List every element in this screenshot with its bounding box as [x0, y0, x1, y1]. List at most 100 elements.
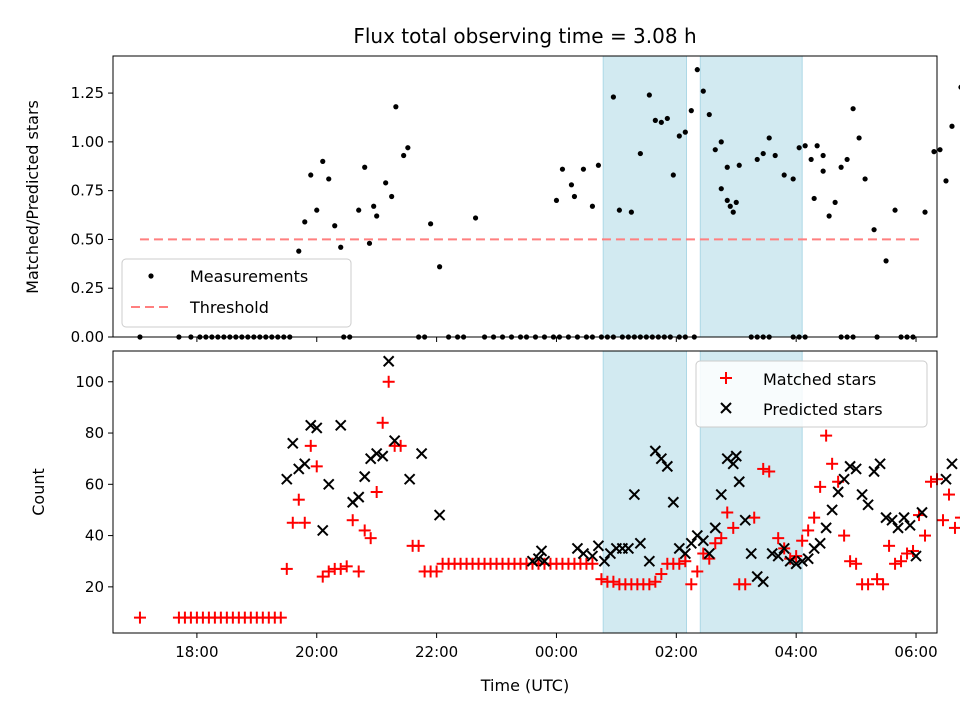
- measurement-point: [610, 94, 616, 100]
- measurement-point: [676, 133, 682, 139]
- matched-point: [673, 557, 686, 570]
- matched-point: [304, 439, 317, 452]
- measurement-point: [405, 145, 411, 151]
- predicted-point: [643, 555, 656, 567]
- top-ytick-label: 0.25: [71, 279, 104, 297]
- predicted-point: [287, 437, 299, 449]
- matched-point: [814, 480, 827, 493]
- matched-point: [643, 578, 656, 591]
- predicted-point: [892, 522, 904, 534]
- matched-point: [763, 465, 776, 478]
- matched-point: [889, 557, 902, 570]
- measurement-point: [844, 156, 850, 163]
- predicted-point: [532, 552, 545, 565]
- matched-point: [346, 514, 359, 527]
- predicted-point: [745, 547, 757, 560]
- top-ytick-label: 1.00: [71, 133, 104, 151]
- bottom-ytick-label: 40: [85, 527, 104, 545]
- matched-point: [280, 562, 293, 575]
- predicted-point: [352, 491, 365, 503]
- measurement-point: [332, 223, 338, 229]
- matched-point: [679, 555, 692, 568]
- bottom-y-axis-label: Count: [29, 468, 48, 516]
- matched-point: [844, 555, 857, 568]
- matched-point: [784, 552, 797, 565]
- matched-point: [430, 565, 443, 578]
- matched-point: [826, 457, 839, 470]
- legend-predicted-marker: [720, 402, 732, 414]
- predicted-point: [281, 473, 293, 485]
- matched-point: [942, 488, 955, 501]
- measurement-point: [850, 106, 856, 112]
- matched-point: [721, 506, 734, 519]
- predicted-point: [709, 522, 721, 534]
- bottom-panel-frame: [112, 350, 938, 634]
- measurement-point: [862, 176, 868, 182]
- measurement-point: [652, 117, 658, 123]
- predicted-point: [376, 450, 389, 462]
- measurement-point: [814, 143, 820, 149]
- measurement-point: [437, 264, 443, 270]
- matched-point: [919, 529, 932, 542]
- measurement-point: [718, 186, 724, 192]
- measurement-point: [362, 164, 368, 170]
- matched-point: [796, 534, 809, 547]
- predicted-point: [403, 473, 416, 485]
- top-legend-box: [121, 258, 352, 328]
- matched-point: [877, 578, 890, 591]
- measurement-point: [682, 129, 688, 135]
- measurement-point: [568, 182, 575, 188]
- measurement-point: [338, 244, 344, 250]
- matched-point: [954, 511, 960, 524]
- matched-point: [838, 529, 851, 542]
- measurement-point: [838, 164, 844, 170]
- matched-point: [316, 570, 329, 583]
- matched-point: [322, 565, 335, 578]
- measurement-point: [937, 147, 943, 153]
- measurement-point: [754, 156, 760, 163]
- measurement-point: [727, 203, 733, 209]
- bottom-ytick-label: 80: [85, 424, 104, 442]
- matched-point: [292, 493, 305, 506]
- top-ytick-label: 0.00: [71, 328, 104, 346]
- predicted-point: [880, 511, 892, 524]
- bottom-xtick-label: 22:00: [415, 643, 458, 661]
- measurement-point: [472, 215, 479, 221]
- measurement-point: [616, 207, 622, 213]
- measurement-point: [383, 180, 389, 186]
- matched-point: [274, 611, 287, 624]
- measurement-point: [736, 162, 742, 168]
- measurement-point: [790, 176, 796, 182]
- measurement-point: [553, 197, 560, 204]
- predicted-point: [733, 476, 745, 488]
- legend-threshold-label: Threshold: [189, 298, 269, 317]
- matched-point: [586, 557, 599, 570]
- legend-matched-marker: [720, 372, 732, 384]
- measurement-point: [808, 156, 814, 163]
- predicted-point: [305, 419, 317, 432]
- measurement-point: [393, 104, 399, 110]
- measurement-point: [571, 193, 578, 200]
- top-ytick-label: 1.25: [71, 84, 104, 102]
- predicted-point: [538, 555, 551, 567]
- predicted-point: [592, 540, 605, 552]
- predicted-point: [598, 555, 611, 567]
- measurement-point: [580, 166, 587, 172]
- top-y-axis-label: Matched/Predicted stars: [23, 100, 42, 294]
- bottom-ytick-label: 100: [75, 373, 104, 391]
- measurement-point: [296, 248, 302, 254]
- predicted-point: [826, 504, 838, 516]
- bottom-legend-box: [695, 360, 928, 428]
- measurement-point: [766, 135, 772, 141]
- predicted-point: [832, 486, 844, 498]
- measurement-point: [712, 147, 718, 153]
- matched-point: [697, 547, 710, 560]
- matched-point: [907, 544, 920, 557]
- predicted-point: [323, 478, 335, 491]
- measurement-point: [943, 178, 949, 184]
- measurement-point: [802, 143, 808, 149]
- legend-predicted-label: Predicted stars: [763, 400, 883, 419]
- matched-point: [895, 555, 908, 568]
- predicted-point: [874, 458, 886, 470]
